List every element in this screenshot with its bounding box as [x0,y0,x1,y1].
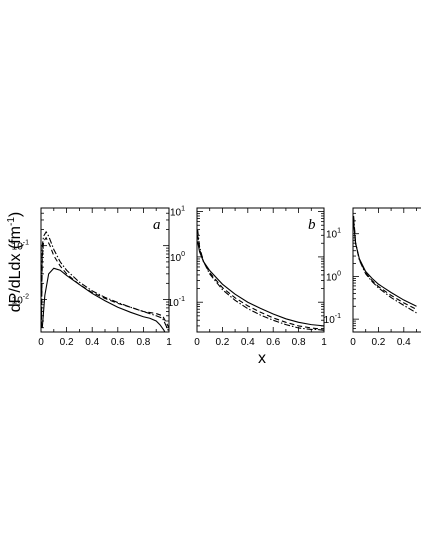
panel-2: 0 0.2 0.4 0.6 0.8 1 101 100 10-1 b [168,206,328,348]
panel-1: 0 0.2 0.4 0.6 0.8 1 10-1 10-2 a [12,207,172,348]
series-solid-curve [197,241,324,327]
plot-frame [352,207,421,333]
x-tick-label: 1 [321,337,327,348]
x-axis-title: x [258,350,266,367]
x-tick-label: 0 [194,337,200,348]
series-dash-dot-curve [41,230,169,332]
x-tick-label: 0.4 [397,337,411,348]
y-axis-title-main: dP/dLdx (fm [7,226,24,312]
x-tick-label: 0.6 [266,337,280,348]
y-tick-label: 10-1 [168,296,185,309]
x-tick-label: 0.2 [60,337,74,348]
y-tick-label: 10-1 [12,240,29,253]
y-axis-title-close: ) [7,212,24,217]
x-tick-label: 0.6 [111,337,125,348]
y-tick-label: 10-2 [12,294,29,307]
x-tick-label: 0.2 [371,337,385,348]
y-axis-title-exponent: -1 [6,217,17,226]
series-dashed-curve [353,219,417,310]
x-tick-label: 0.4 [85,337,99,348]
panel-3: 0 0.2 0.4 101 100 10-1 [324,207,421,348]
series-solid-curve [41,267,166,332]
series-dash-dot-curve [353,215,417,314]
x-tick-label: 0 [38,337,44,348]
x-tick-label: 0.4 [241,337,255,348]
y-axis-title: dP/dLdx (fm-1) [6,212,24,313]
x-tick-label: 0.2 [215,337,229,348]
series-dash-dot-curve [197,229,324,331]
series-solid-curve [353,222,417,307]
x-tick-label: 0.8 [136,337,150,348]
panel-letter: a [153,217,161,233]
y-tick-label: 10-1 [324,313,341,326]
y-tick-label: 101 [170,206,185,219]
x-tick-label: 0.8 [292,337,306,348]
series-dashed-curve [197,235,324,330]
x-tick-label: 0 [350,337,356,348]
series-dashed-curve [41,236,169,328]
plot-frame [196,207,325,333]
x-tick-label: 1 [166,337,172,348]
y-tick-label: 101 [326,228,341,241]
panels: 0 0.2 0.4 0.6 0.8 1 10-1 10-2 a 0 0.2 0.4 0.6 0.8 1 101… [12,206,421,348]
y-tick-label: 100 [326,270,341,283]
y-tick-label: 100 [170,251,185,264]
panel-letter: b [308,217,316,233]
